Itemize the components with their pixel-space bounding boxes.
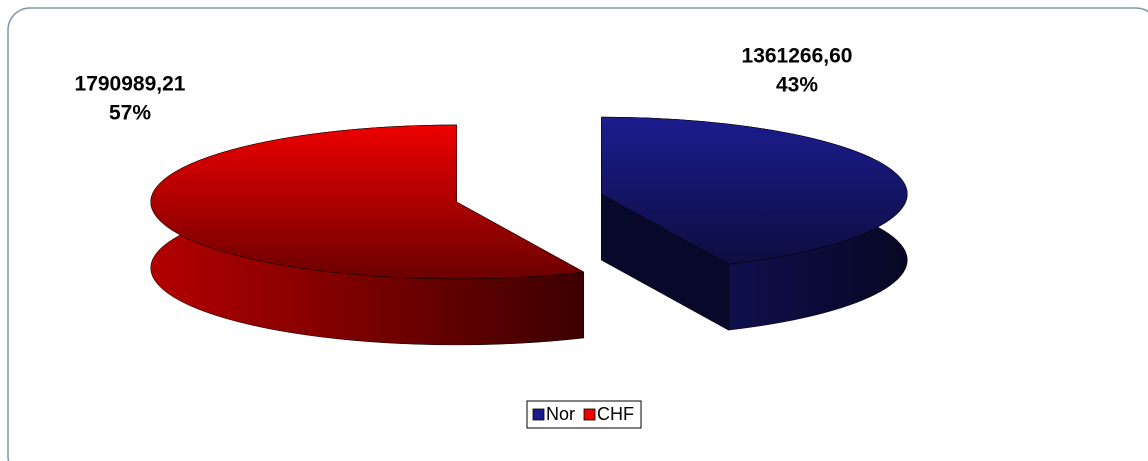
value-label: 1361266,60 (742, 45, 853, 68)
data-labels: 1361266,60 43% 1790989,21 57% (75, 45, 853, 125)
plot-area (150, 116, 908, 346)
slice-top (150, 124, 585, 280)
legend-label: Nor (546, 404, 575, 424)
pie-slice (601, 116, 908, 331)
value-label: 1790989,21 (75, 73, 186, 96)
legend-label: CHF (597, 404, 634, 424)
legend-swatch (532, 408, 545, 421)
percentage-label: 57% (109, 102, 151, 125)
legend: Nor CHF (526, 400, 642, 429)
chart-frame (7, 7, 1148, 461)
slice-top (601, 116, 908, 265)
legend-swatch (583, 408, 596, 421)
percentage-label: 43% (776, 74, 818, 97)
pie-slice (150, 124, 585, 346)
